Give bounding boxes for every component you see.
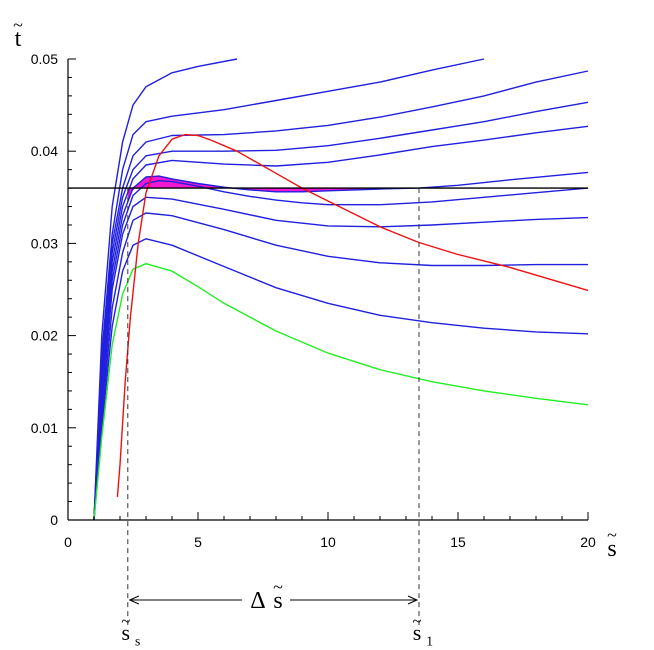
s-start-label-subscript: s [135, 634, 140, 649]
y-tick-label: 0.02 [31, 328, 58, 344]
isotherm-curve-9 [93, 238, 589, 521]
x-axis-label: s~ [607, 525, 617, 562]
equal-area-fill [127, 176, 420, 202]
delta-arrowhead-right [407, 595, 419, 605]
guide-layer [68, 187, 588, 625]
delta-arrowhead-left [128, 595, 140, 605]
s-start-label-tilde: ~ [121, 611, 130, 630]
x-tick-label: 15 [450, 534, 466, 550]
isotherm-curve-3 [93, 101, 589, 521]
spinodal-curve-11 [116, 133, 589, 497]
isotherm-curve-2 [93, 70, 589, 521]
x-tick-label: 0 [64, 534, 72, 550]
y-tick-label: 0.05 [31, 51, 58, 67]
s-end-label-tilde: ~ [413, 611, 422, 630]
s-end-label: s~1 [413, 611, 434, 648]
isotherm-curve-6 [93, 180, 589, 521]
x-tick-label: 10 [320, 534, 336, 550]
delta-s-label: s~ [273, 577, 283, 614]
label-layer: t~s~Δ s~s~s s~1 [13, 15, 617, 648]
s-start-label-letter: s [122, 620, 131, 645]
equal-area-layer [127, 176, 420, 202]
x-tick-label: 5 [194, 534, 202, 550]
y-axis-label: t~ [13, 15, 23, 52]
x-tick-label: 20 [580, 534, 596, 550]
s-end-label-letter: s [413, 620, 422, 645]
delta-s-label-letter: s [273, 588, 282, 614]
y-axis-label-letter: t [15, 26, 22, 52]
y-tick-label: 0.04 [31, 143, 58, 159]
y-tick-label: 0.01 [31, 420, 58, 436]
s-end-label-subscript: 1 [426, 634, 433, 649]
critical-curve-10 [93, 263, 589, 521]
isotherm-curve-4 [93, 125, 589, 521]
s-start-label: s~s [121, 611, 140, 648]
isotherm-curve-8 [93, 212, 588, 521]
y-axis-label-tilde: ~ [13, 15, 23, 35]
x-axis-label-letter: s [607, 536, 616, 562]
series-layer [93, 58, 589, 521]
x-axis-label-tilde: ~ [607, 525, 617, 545]
axis-layer: 0 5 10 15 20 0 0.01 0.02 0.03 0.04 0.05 [31, 51, 596, 550]
y-tick-label: 0 [50, 512, 58, 528]
isotherm-curve-0 [93, 58, 238, 521]
delta-s-label-tilde: ~ [273, 577, 283, 597]
delta-symbol: Δ [250, 588, 265, 614]
isotherm-curve-7 [93, 196, 589, 521]
isotherm-curve-1 [93, 58, 485, 521]
y-tick-label: 0.03 [31, 235, 58, 251]
isotherm-curve-5 [93, 171, 589, 521]
